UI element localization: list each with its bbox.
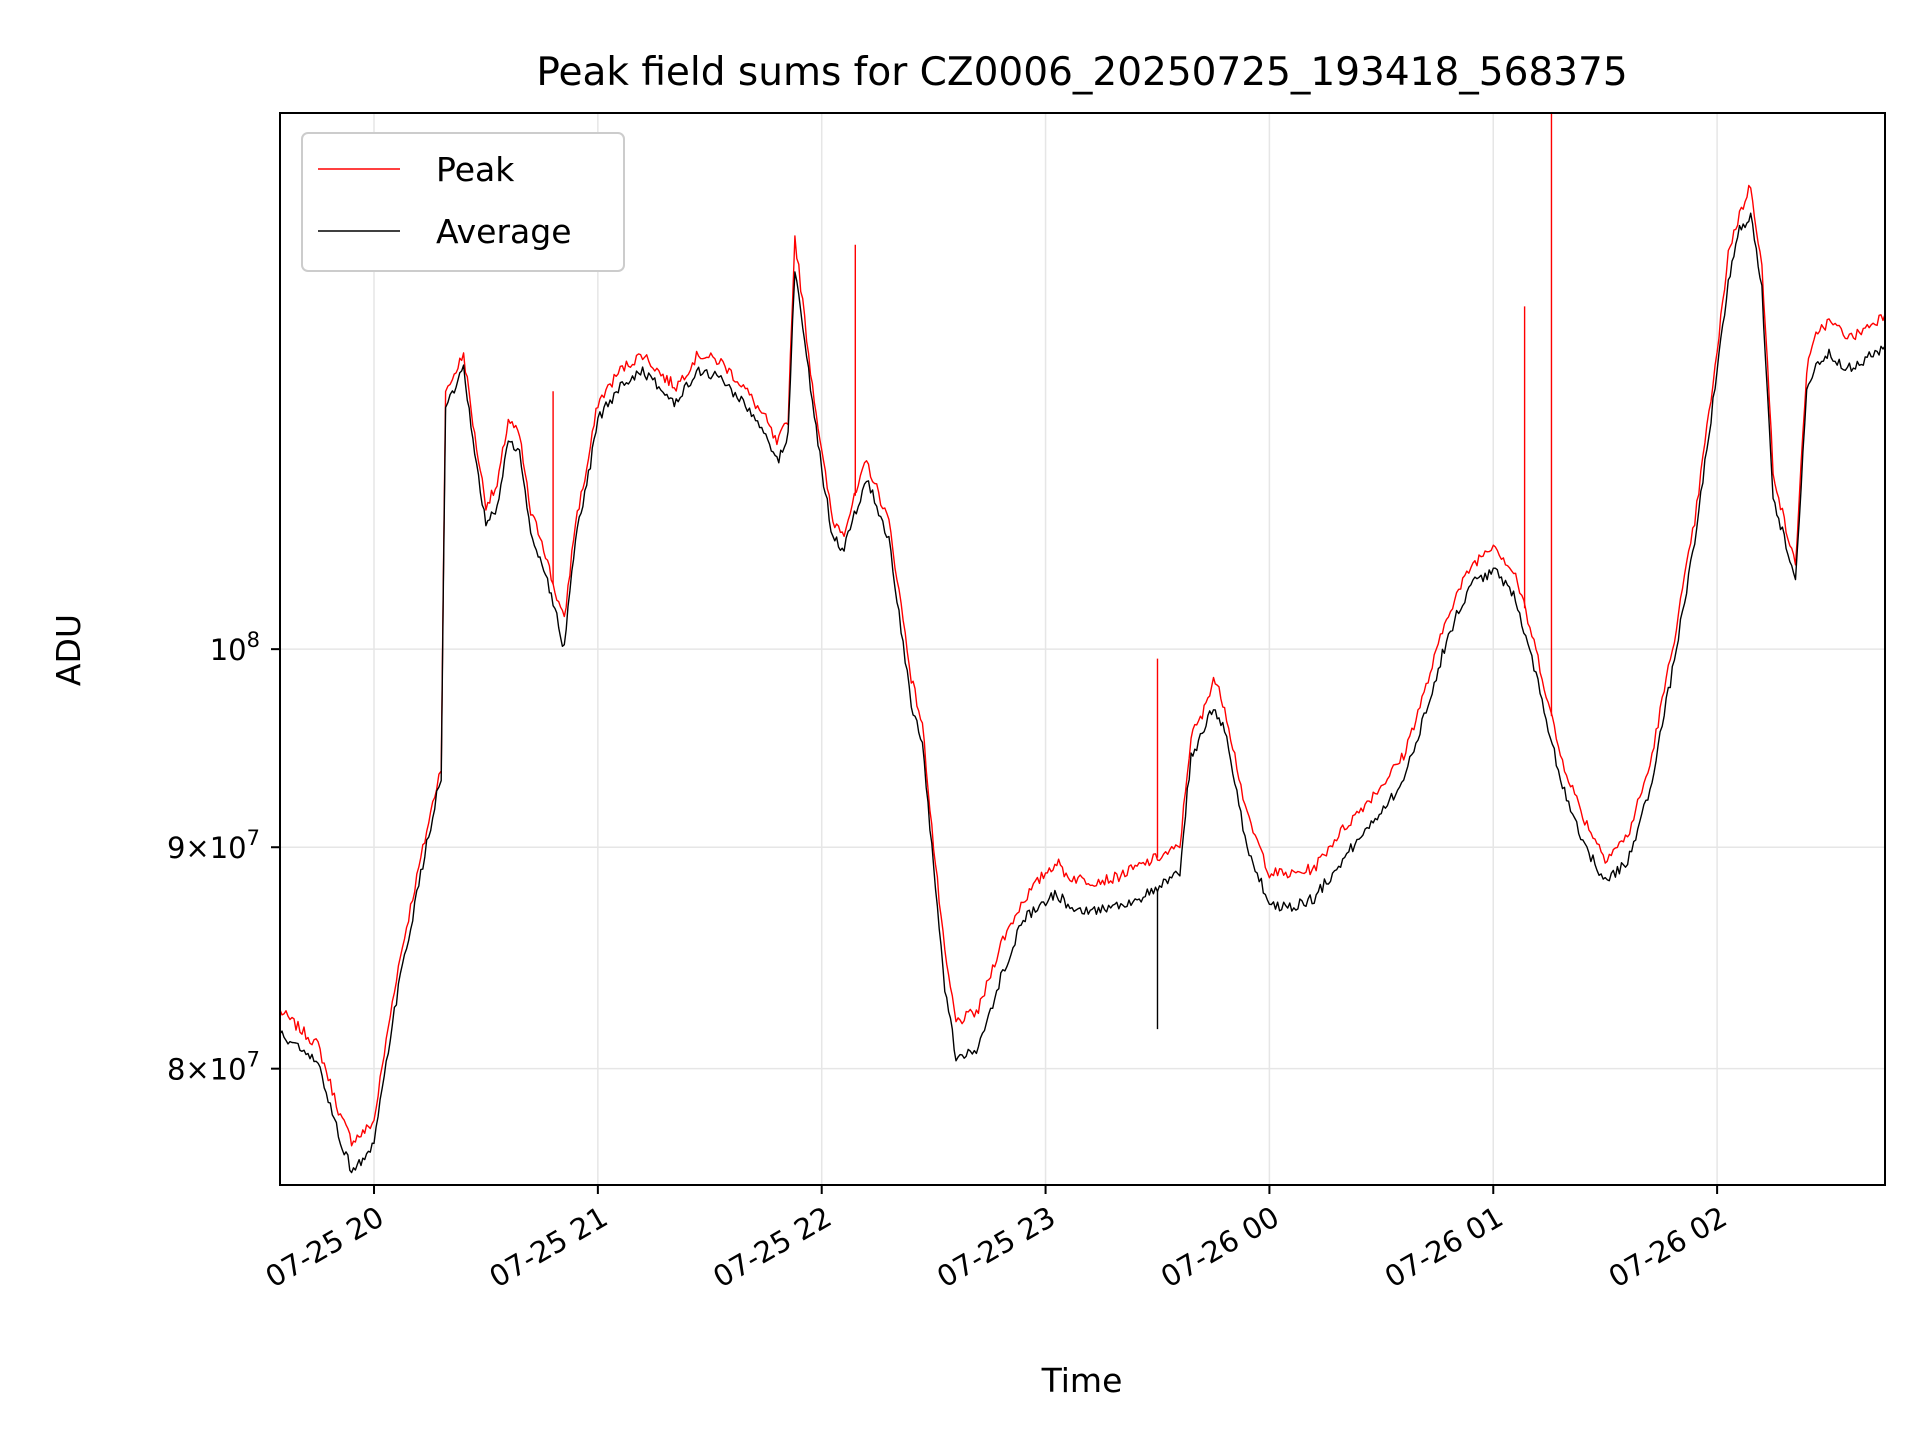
peak-series-line [280,184,1885,1147]
y-tick-mantissa: 8 [167,1053,185,1087]
y-tick-label: 9×107 [167,826,260,865]
y-tick-exponent: 7 [247,826,260,850]
y-tick-mantissa: 9 [167,831,185,865]
legend-peak-label: Peak [436,150,515,189]
y-tick-base: 10 [210,633,247,667]
y-tick-exponent: 8 [247,628,260,652]
y-axis-label: ADU [49,614,88,686]
chart-title: Peak field sums for CZ0006_20250725_1934… [536,50,1627,95]
y-tick-base: 10 [210,831,247,865]
y-tick-exponent: 7 [247,1048,260,1072]
legend-box [301,132,625,272]
y-tick-label: 108 [210,628,260,667]
x-axis-label: Time [1041,1361,1123,1400]
y-tick-base: 10 [210,1053,247,1087]
y-tick-times: × [185,1053,209,1087]
series-group [280,113,1885,1174]
y-tick-times: × [185,831,209,865]
average-series-line [280,212,1885,1174]
y-tick-label: 8×107 [167,1048,260,1087]
legend: Peak Average [301,132,625,272]
legend-average-label: Average [436,212,572,251]
